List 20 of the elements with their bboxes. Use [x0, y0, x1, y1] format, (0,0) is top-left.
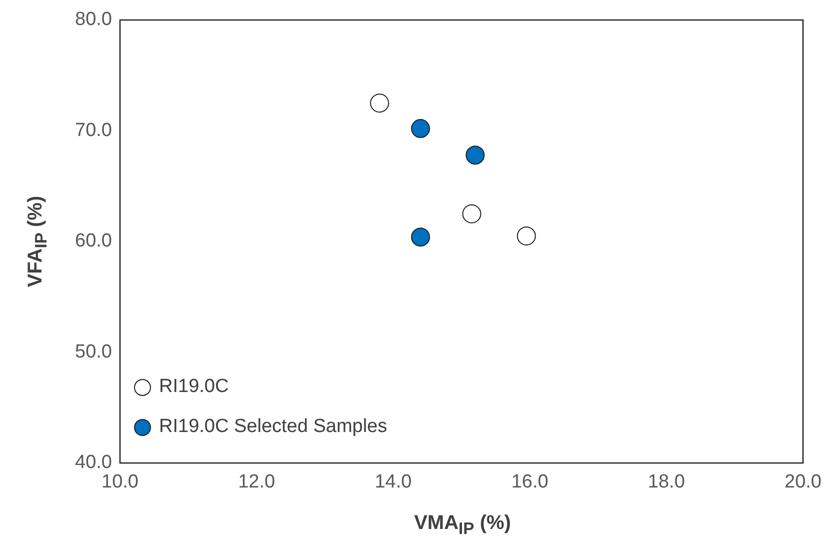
x-tick-label: 18.0: [648, 472, 685, 493]
y-tick-label: 60.0: [75, 230, 112, 252]
x-tick-label: 20.0: [784, 472, 822, 493]
point: [411, 228, 430, 247]
y-tick-label: 50.0: [75, 341, 112, 362]
point: [516, 226, 536, 246]
point: [411, 119, 430, 138]
y-tick-label: 80.0: [75, 9, 112, 30]
legend-label: RI19.0C Selected Samples: [158, 415, 388, 439]
x-tick-label: 10.0: [102, 472, 138, 493]
y-tick-label: 70.0: [75, 120, 112, 141]
x-axis-title: VMA$_{IP}$ (%): [413, 512, 512, 539]
point: [466, 146, 485, 165]
x-tick-label: 12.0: [238, 472, 276, 493]
legend-label: RI19.0C: [158, 375, 230, 399]
point: [462, 204, 482, 224]
x-tick-label: 14.0: [374, 472, 412, 493]
y-tick-label: 40.0: [75, 452, 112, 474]
x-tick-label: 16.0: [511, 472, 548, 493]
point: [370, 94, 390, 113]
